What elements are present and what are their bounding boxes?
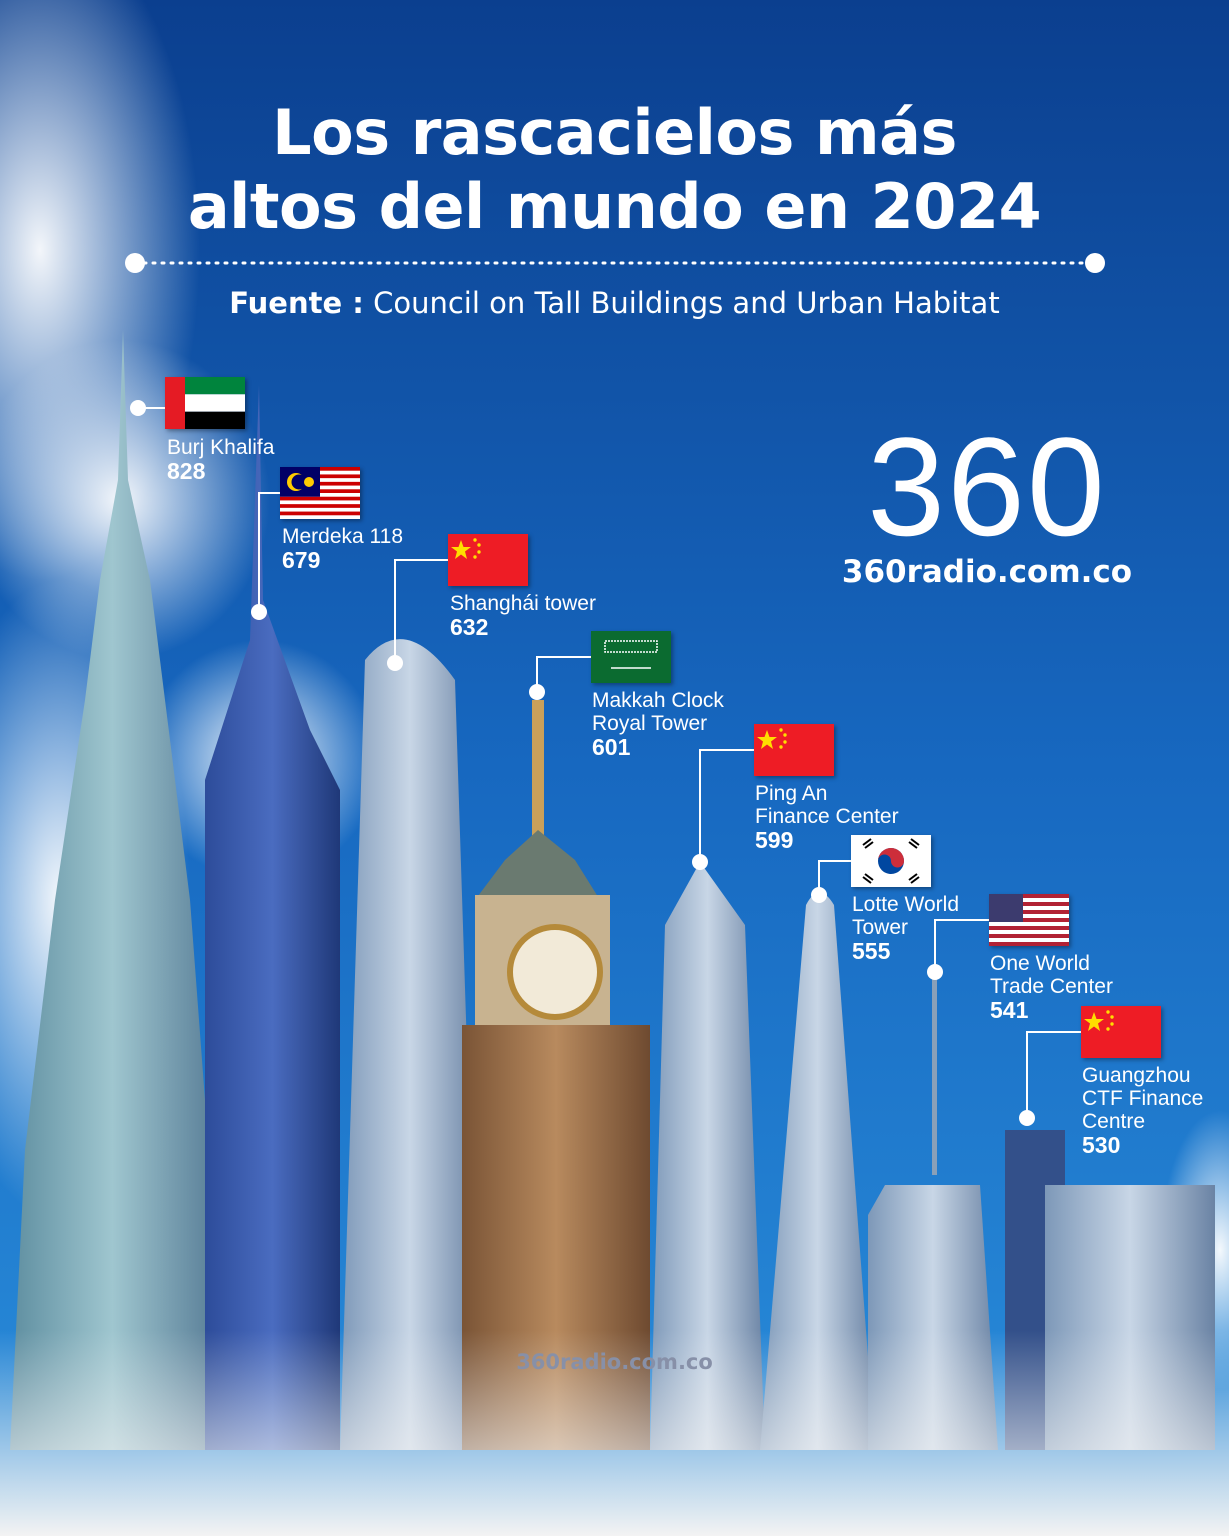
building-name: Merdeka 118: [282, 525, 404, 548]
building-height: 599: [755, 827, 794, 853]
building-top-marker: [251, 604, 267, 620]
title-line-1: Los rascacielos más: [272, 96, 957, 169]
source-text: Council on Tall Buildings and Urban Habi…: [373, 286, 1000, 320]
ping-an-building: [650, 862, 765, 1450]
building-name: Shanghái tower: [450, 592, 596, 615]
building-label: Ping An Finance Center 599: [755, 782, 899, 853]
title-line-2: altos del mundo en 2024: [187, 170, 1042, 243]
building-name: Royal Tower: [592, 712, 708, 735]
building-top-marker: [529, 684, 545, 700]
building-height: 541: [990, 997, 1029, 1023]
building-top-marker: [811, 887, 827, 903]
dotted-divider: [125, 253, 1105, 273]
watermark: 360radio.com.co: [516, 1350, 713, 1374]
connector-line: [1026, 1031, 1081, 1118]
china-flag-icon: [1081, 1006, 1161, 1058]
building-label: Burj Khalifa 828: [167, 436, 274, 484]
lotte-tower-building: [760, 892, 875, 1450]
building-name: Lotte World: [852, 893, 959, 916]
building-height: 828: [167, 458, 206, 484]
connector-line: [536, 656, 591, 692]
building-top-marker: [692, 854, 708, 870]
building-label: One World Trade Center 541: [990, 952, 1113, 1023]
building-name: Ping An: [755, 782, 828, 805]
building-name: Tower: [852, 916, 909, 939]
building-height: 555: [852, 938, 891, 964]
burj-khalifa-building: [10, 330, 215, 1450]
china-flag-icon: [754, 724, 834, 776]
brand-url: 360radio.com.co: [841, 554, 1133, 590]
building-height: 601: [592, 734, 631, 760]
malaysia-flag-icon: [280, 467, 360, 519]
connector-line: [934, 919, 989, 972]
building-label: Lotte World Tower 555: [852, 893, 959, 964]
building-name: Centre: [1082, 1110, 1146, 1133]
building-name: One World: [990, 952, 1090, 975]
building-name: Guangzhou: [1082, 1064, 1191, 1087]
usa-flag-icon: [989, 894, 1069, 946]
connector-line: [258, 492, 280, 612]
building-height: 679: [282, 547, 321, 573]
building-height: 632: [450, 614, 489, 640]
building-top-marker: [927, 964, 943, 980]
uae-flag-icon: [165, 377, 245, 429]
building-name: Trade Center: [990, 975, 1113, 998]
building-name: CTF Finance: [1082, 1087, 1204, 1110]
merdeka-building: [205, 385, 340, 1450]
building-label: Guangzhou CTF Finance Centre 530: [1082, 1064, 1203, 1158]
building-top-marker: [1019, 1110, 1035, 1126]
brand-logo: 360: [867, 408, 1107, 565]
building-label: Makkah Clock Royal Tower 601: [592, 689, 724, 760]
building-label: Shanghái tower 632: [450, 592, 596, 640]
south-korea-flag-icon: [851, 835, 931, 887]
building-name: Burj Khalifa: [167, 436, 275, 459]
connector-line: [394, 559, 448, 663]
building-label: Merdeka 118 679: [282, 525, 403, 573]
shanghai-tower-building: [340, 639, 480, 1450]
china-flag-icon: [448, 534, 528, 586]
building-name: Makkah Clock: [592, 689, 724, 712]
source-label: Fuente :: [229, 286, 364, 320]
connector-line: [818, 860, 851, 895]
source-line: Fuente : Council on Tall Buildings and U…: [0, 286, 1229, 320]
building-top-marker: [130, 400, 146, 416]
building-height: 530: [1082, 1132, 1121, 1158]
connector-line: [699, 749, 754, 862]
building-name: Finance Center: [755, 805, 899, 828]
building-top-marker: [387, 655, 403, 671]
saudi-arabia-flag-icon: [591, 631, 671, 683]
